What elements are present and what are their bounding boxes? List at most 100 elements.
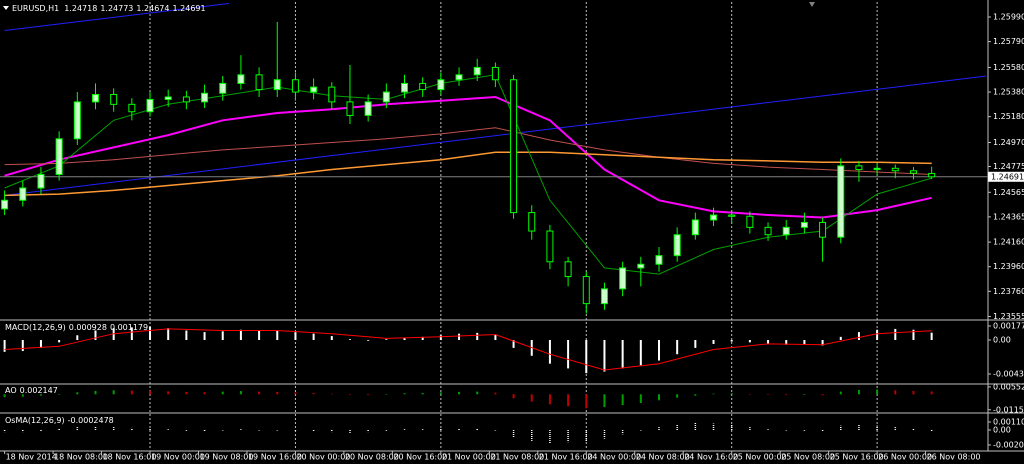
candle-body bbox=[73, 101, 81, 140]
x-tick-label: 26 Nov 00:00 bbox=[878, 453, 932, 462]
ao-bar bbox=[803, 394, 806, 395]
candle-body bbox=[655, 255, 663, 265]
ao-title: AO 0.002147 bbox=[5, 386, 58, 395]
candle-body bbox=[110, 93, 118, 105]
x-tick-label: 25 Nov 16:00 bbox=[830, 453, 884, 462]
moving-average bbox=[4, 74, 932, 275]
x-tick-label: 19 Nov 00:00 bbox=[151, 453, 205, 462]
candle-body bbox=[310, 86, 318, 93]
candle-body bbox=[782, 226, 790, 236]
macd-bar bbox=[930, 332, 933, 340]
last-high: 1.24773 bbox=[100, 4, 133, 13]
signal-last: 0.001179 bbox=[110, 323, 148, 332]
ao-bar bbox=[58, 394, 61, 395]
ao-bar bbox=[149, 390, 152, 395]
candle-body bbox=[419, 82, 427, 91]
macd-bar bbox=[203, 332, 206, 340]
candle-body bbox=[291, 79, 299, 93]
ao-bar bbox=[185, 391, 188, 395]
x-tick-label: 24 Nov 00:00 bbox=[587, 453, 641, 462]
x-tick-label: 19 Nov 08:00 bbox=[199, 453, 253, 462]
ao-bar bbox=[221, 391, 224, 395]
y-tick-label: 0.00 bbox=[993, 336, 1011, 345]
macd-bar bbox=[385, 339, 388, 340]
candle-body bbox=[637, 263, 645, 269]
candle-body bbox=[346, 101, 354, 116]
moving-average bbox=[4, 95, 932, 219]
ao-bar bbox=[403, 393, 406, 395]
macd-bar bbox=[585, 340, 588, 374]
candle-body bbox=[510, 79, 518, 214]
last-price-box bbox=[988, 171, 1024, 182]
moving-average bbox=[4, 151, 932, 197]
macd-bar bbox=[494, 334, 497, 340]
main-title: EURUSD,H1 1.24718 1.24773 1.24674 1.24691 bbox=[12, 4, 206, 13]
symbol-menu-icon[interactable] bbox=[3, 6, 9, 10]
macd-bar bbox=[894, 328, 897, 340]
moving-average bbox=[4, 127, 932, 175]
candle-body bbox=[564, 261, 572, 278]
candle-body bbox=[582, 276, 590, 305]
y-tick-label: 0.001107 bbox=[993, 418, 1024, 427]
candle-body bbox=[401, 82, 409, 93]
macd-bar bbox=[603, 340, 606, 372]
macd-bar bbox=[912, 329, 915, 340]
macd-title: MACD(12,26,9) 0.000928 0.001179 bbox=[5, 323, 148, 332]
y-tick-label: 1.24160 bbox=[993, 238, 1024, 247]
macd-bar bbox=[21, 340, 24, 352]
osma-title: OsMA(12,26,9) -0.0002478 bbox=[5, 416, 114, 425]
macd-bar bbox=[657, 340, 660, 361]
candle-body bbox=[691, 219, 699, 236]
ao-bar bbox=[621, 394, 624, 405]
candle-body bbox=[873, 167, 881, 171]
ao-bar bbox=[639, 394, 642, 403]
y-tick-label: 1.23960 bbox=[993, 262, 1024, 271]
candle-body bbox=[473, 66, 481, 76]
ao-bar bbox=[239, 391, 242, 395]
candle-body bbox=[710, 214, 718, 221]
ao-bar bbox=[421, 392, 424, 395]
candle-body bbox=[746, 215, 754, 228]
ao-bar bbox=[458, 391, 461, 395]
ao-bar bbox=[876, 389, 879, 395]
macd-bar bbox=[312, 333, 315, 340]
candle-body bbox=[273, 79, 281, 91]
last-price-label: 1.24691 bbox=[991, 172, 1024, 181]
macd-bar bbox=[567, 340, 570, 369]
ao-bar bbox=[548, 394, 551, 405]
y-tick-label: 1.25790 bbox=[993, 37, 1024, 46]
ao-bar bbox=[694, 394, 697, 396]
ao-bar bbox=[857, 390, 860, 395]
macd-bar bbox=[857, 332, 860, 340]
candle-body bbox=[146, 98, 154, 113]
macd-bar bbox=[39, 340, 42, 348]
macd-bar bbox=[258, 330, 261, 340]
x-tick-label: 24 Nov 08:00 bbox=[636, 453, 690, 462]
y-tick-label: 1.24365 bbox=[993, 212, 1024, 221]
candle-body bbox=[255, 74, 263, 91]
candle-body bbox=[1, 199, 9, 210]
x-tick-label: 20 Nov 16:00 bbox=[393, 453, 447, 462]
macd-bar bbox=[748, 340, 751, 343]
signal-line bbox=[4, 328, 932, 371]
y-tick-label: 1.25180 bbox=[993, 112, 1024, 121]
x-tick-label: 20 Nov 08:00 bbox=[345, 453, 399, 462]
macd-bar bbox=[548, 340, 551, 364]
ao-bar bbox=[567, 394, 570, 407]
candle-body bbox=[928, 172, 936, 178]
candle-body bbox=[619, 267, 627, 290]
macd-bar bbox=[185, 330, 188, 340]
candle-body bbox=[491, 66, 499, 81]
x-tick-label: 26 Nov 08:00 bbox=[927, 453, 981, 462]
candle-body bbox=[819, 221, 827, 238]
ao-bar bbox=[258, 391, 261, 395]
candle-body bbox=[837, 165, 845, 238]
candle-body bbox=[164, 96, 172, 100]
ao-bar bbox=[785, 394, 788, 396]
candle-body bbox=[437, 79, 445, 91]
macd-bar bbox=[621, 340, 624, 369]
candle-body bbox=[800, 221, 808, 228]
last-open: 1.24718 bbox=[64, 4, 97, 13]
ao-bar bbox=[712, 393, 715, 395]
